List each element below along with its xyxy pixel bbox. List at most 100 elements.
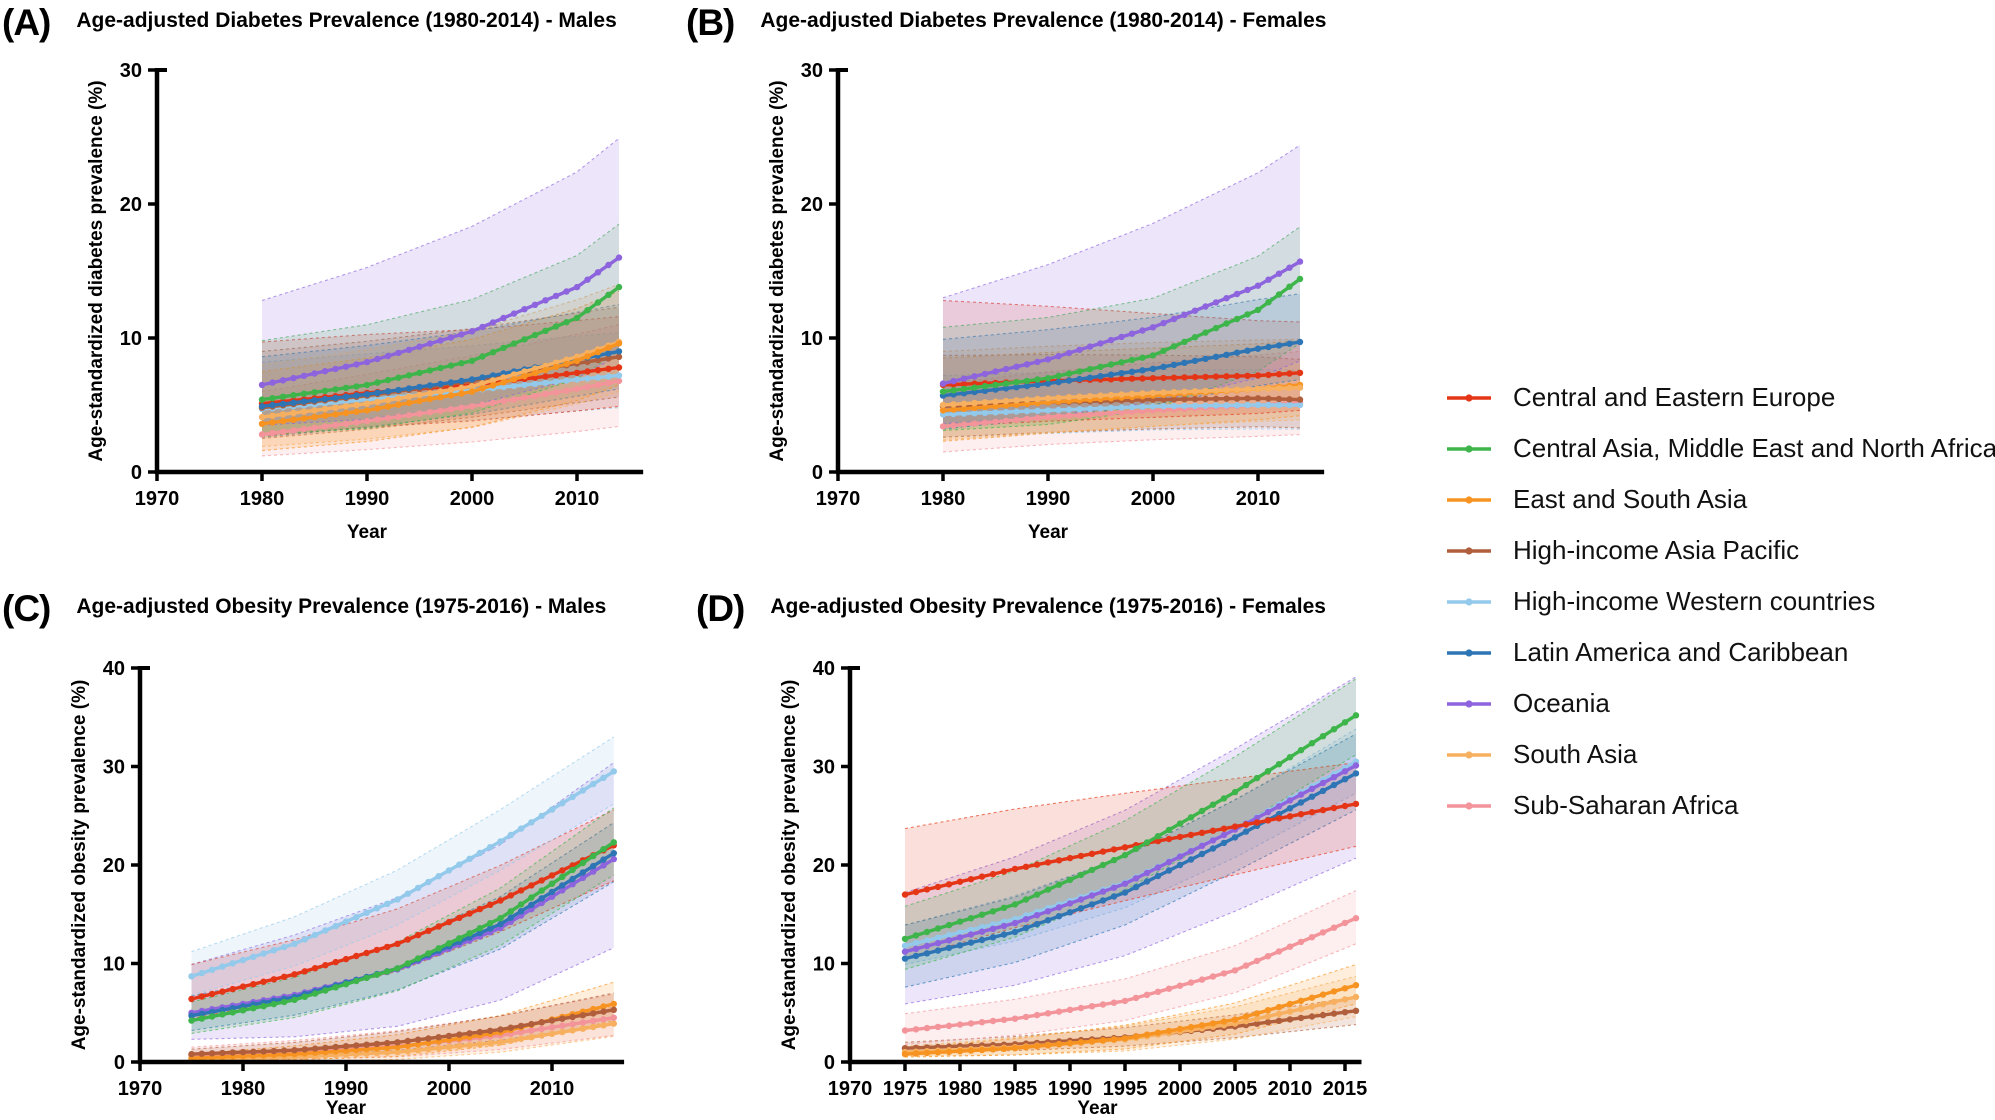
- series-dot-cee: [1220, 825, 1228, 832]
- series-dot-ssa: [300, 425, 308, 433]
- series-dot-sa: [269, 412, 276, 419]
- ci-band-camena: [262, 224, 619, 435]
- series-dot-lac: [321, 395, 329, 403]
- series-dot-oceania: [1160, 319, 1167, 327]
- series-dot-hiap: [1181, 396, 1188, 403]
- series-dot-cee: [1044, 859, 1052, 866]
- y-axis-label: Age-standardized obesity prevalence (%): [779, 680, 800, 1051]
- legend-label-hiap: High-income Asia Pacific: [1513, 535, 1800, 565]
- series-dot-hiw: [1139, 403, 1146, 410]
- series-dot-hiw: [967, 926, 975, 933]
- series-dot-ssa: [1077, 1004, 1085, 1012]
- y-tick-label: 40: [103, 658, 125, 680]
- series-dot-cee: [270, 976, 278, 983]
- series-dot-camena: [1121, 851, 1129, 859]
- series-dot-sa: [590, 1023, 597, 1031]
- series-dot-hiw: [912, 939, 920, 947]
- series-dot-oceania: [332, 365, 339, 373]
- ci-band-hiw: [191, 737, 614, 995]
- series-dot-camena: [1160, 347, 1167, 355]
- series-dot-camena: [1149, 352, 1157, 359]
- series-dot-hiap: [1286, 1016, 1294, 1023]
- series-dot-camena: [981, 383, 989, 390]
- series-dot-lac: [1022, 924, 1030, 932]
- series-dot-lac: [1088, 901, 1096, 908]
- series-dot-lac: [590, 862, 597, 870]
- series-dot-hiw: [901, 942, 909, 949]
- series-dot-sa: [1244, 386, 1251, 393]
- series-dot-lac: [489, 372, 497, 379]
- series-dot-oceania: [1044, 356, 1052, 363]
- series-dot-ssa: [1341, 919, 1349, 927]
- series-dot-cee: [1198, 829, 1206, 836]
- legend-item-camena: Central Asia, Middle East and North Afri…: [1445, 423, 1995, 474]
- series-dot-camena: [956, 918, 964, 925]
- series-dot-lac: [1202, 355, 1209, 362]
- series-dot-camena: [374, 379, 381, 386]
- series-dot-oceania: [960, 375, 968, 382]
- series-dot-ssa: [1286, 943, 1294, 950]
- series-dot-ssa: [1110, 999, 1118, 1006]
- series-dot-cee: [1088, 850, 1096, 857]
- series-dot-lac: [405, 385, 413, 392]
- series-dot-oceania: [510, 310, 518, 317]
- series-dot-ssa: [923, 1024, 931, 1032]
- x-tick-label: 2000: [427, 1078, 472, 1100]
- series-dot-ssa: [1022, 1013, 1030, 1021]
- series-dot-cee: [425, 927, 432, 934]
- x-tick-label: 1980: [921, 488, 966, 510]
- series-dot-camena: [1264, 768, 1272, 775]
- series-dot-lac: [1170, 361, 1178, 368]
- x-tick-label: 1970: [816, 488, 861, 510]
- series-dot-sa: [1013, 397, 1020, 404]
- panel-A-label: (A): [2, 2, 51, 43]
- series-dot-oceania: [521, 306, 528, 313]
- series-dot-ssa: [1308, 934, 1316, 941]
- series-dot-hiap: [590, 1010, 597, 1017]
- series-dot-lac: [1242, 828, 1250, 835]
- series-dot-sa: [1170, 388, 1178, 396]
- series-dot-ssa: [1143, 991, 1151, 998]
- series-dot-oceania: [1076, 346, 1083, 353]
- ci-upper-hiw: [191, 736, 615, 953]
- series-dot-hiap: [229, 1049, 236, 1056]
- series-dot-hiap: [569, 1013, 576, 1021]
- series-dot-camena: [1077, 871, 1085, 879]
- series-dot-ssa: [1107, 409, 1115, 417]
- series-dot-ssa: [584, 383, 591, 391]
- series-dot-hiw: [1233, 402, 1241, 409]
- series-dot-ssa: [552, 389, 560, 396]
- series-dot-oceania: [1209, 837, 1217, 844]
- series-dot-ssa: [528, 1027, 535, 1034]
- series-dot-sa: [1352, 993, 1360, 1001]
- series-dot-lac: [1044, 380, 1052, 387]
- series-dot-camena: [311, 990, 319, 997]
- series-dot-oceania: [479, 323, 486, 331]
- series-dot-esa: [1297, 997, 1305, 1004]
- series-dot-camena: [208, 1013, 216, 1020]
- y-axis-label: Age-standardized diabetes prevalence (%): [767, 80, 788, 461]
- series-dot-camena: [542, 327, 549, 334]
- series-dot-esa: [416, 397, 423, 405]
- series-dot-ssa: [901, 1027, 909, 1034]
- series-dot-camena: [479, 353, 486, 360]
- series-dot-ssa: [992, 418, 999, 425]
- series-dot-lac: [901, 955, 909, 962]
- series-dot-oceania: [489, 319, 497, 326]
- x-tick-label: 1970: [118, 1078, 163, 1100]
- panel-D-svg: 0 10 20 30 40 1970 1975 1980 1985 1990 1995 2000 200…: [779, 658, 1367, 1117]
- x-axis-label: Year: [347, 522, 388, 543]
- series-dot-camena: [456, 935, 463, 942]
- series-dot-hiw: [353, 914, 360, 921]
- series-dot-oceania: [1000, 922, 1008, 930]
- series-dot-lac: [1139, 367, 1146, 374]
- series-dot-ssa: [1013, 416, 1020, 424]
- panel-B-svg: 0 10 20 30 1970 1980 1990 2000 2010 Year Age-stand…: [767, 60, 1325, 543]
- series-dot-oceania: [1253, 814, 1261, 822]
- series-dot-ssa: [521, 394, 528, 401]
- series-dot-hiap: [584, 358, 591, 365]
- series-dot-cee: [1022, 863, 1030, 870]
- series-dot-cee: [239, 983, 247, 990]
- ci-upper-sa: [261, 283, 620, 366]
- series-dot-hiw: [590, 780, 597, 788]
